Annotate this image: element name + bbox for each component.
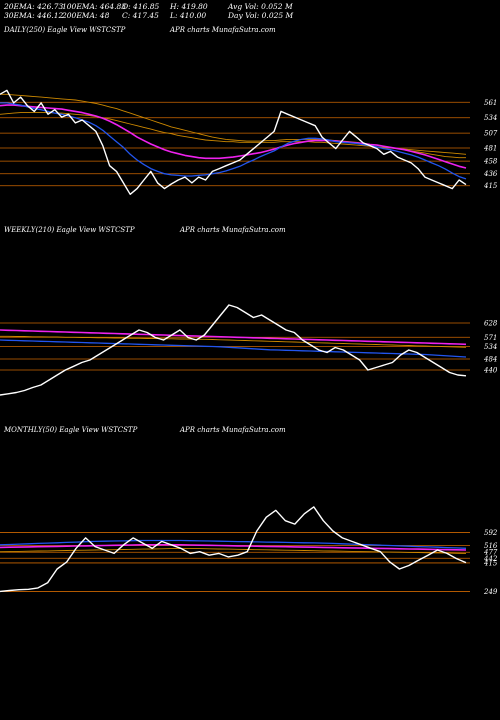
daily-series-0 — [0, 89, 467, 196]
close-label: C: 417.45 — [122, 11, 159, 20]
weekly-level-label-440: 440 — [483, 367, 498, 375]
monthly-series-3 — [0, 548, 467, 554]
weekly-series-3 — [0, 335, 467, 348]
monthly-level-label-249: 249 — [483, 588, 498, 596]
monthly-level-label-477: 477 — [483, 549, 498, 557]
daily-panel-label: DAILY(250) Eagle View WSTCSTP — [4, 26, 126, 34]
weekly-level-label-484: 484 — [483, 356, 497, 364]
high-label: H: 419.80 — [170, 2, 208, 11]
daily-level-label-436: 436 — [483, 170, 498, 178]
ema200-label: 200EMA: 48 — [62, 11, 110, 20]
monthly-panel-label: MONTHLY(50) Eagle View WSTCSTP — [4, 426, 138, 434]
avg-vol-label: Avg Vol: 0.052 M — [228, 2, 293, 11]
daily-panel-source: APR charts MunafaSutra.com — [170, 26, 276, 34]
monthly-level-label-592: 592 — [484, 529, 498, 537]
weekly-series-1 — [0, 339, 467, 358]
ema100-label: 100EMA: 464.83 — [62, 2, 127, 11]
weekly-series-2 — [0, 329, 467, 346]
open-label: O: 416.85 — [122, 2, 160, 11]
ema30-label: 30EMA: 446.12 — [4, 11, 64, 20]
monthly-level-label-442: 442 — [483, 555, 498, 563]
daily-level-label-507: 507 — [484, 130, 498, 138]
ema20-label: 20EMA: 426.73 — [4, 2, 64, 11]
daily-series-2 — [0, 104, 467, 169]
low-label: L: 410.00 — [170, 11, 207, 20]
daily-level-label-415: 415 — [483, 182, 498, 190]
daily-level-label-458: 458 — [483, 158, 498, 166]
monthly-series-1 — [0, 539, 467, 549]
monthly-panel-source: APR charts MunafaSutra.com — [180, 426, 286, 434]
daily-level-label-534: 534 — [484, 114, 497, 122]
day-vol-label: Day Vol: 0.025 M — [228, 11, 294, 20]
weekly-level-label-571: 571 — [484, 334, 497, 342]
daily-level-label-561: 561 — [484, 99, 497, 107]
weekly-series-0 — [0, 304, 467, 396]
weekly-panel-source: APR charts MunafaSutra.com — [180, 226, 286, 234]
monthly-level-label-415: 415 — [483, 559, 498, 567]
monthly-series-0 — [0, 506, 467, 593]
daily-series-1 — [0, 102, 467, 180]
weekly-level-label-534: 534 — [484, 343, 497, 351]
daily-level-label-481: 481 — [483, 145, 497, 153]
weekly-panel-label: WEEKLY(210) Eagle View WSTCSTP — [4, 226, 135, 234]
weekly-level-label-628: 628 — [484, 320, 498, 328]
monthly-level-label-516: 516 — [484, 542, 498, 550]
